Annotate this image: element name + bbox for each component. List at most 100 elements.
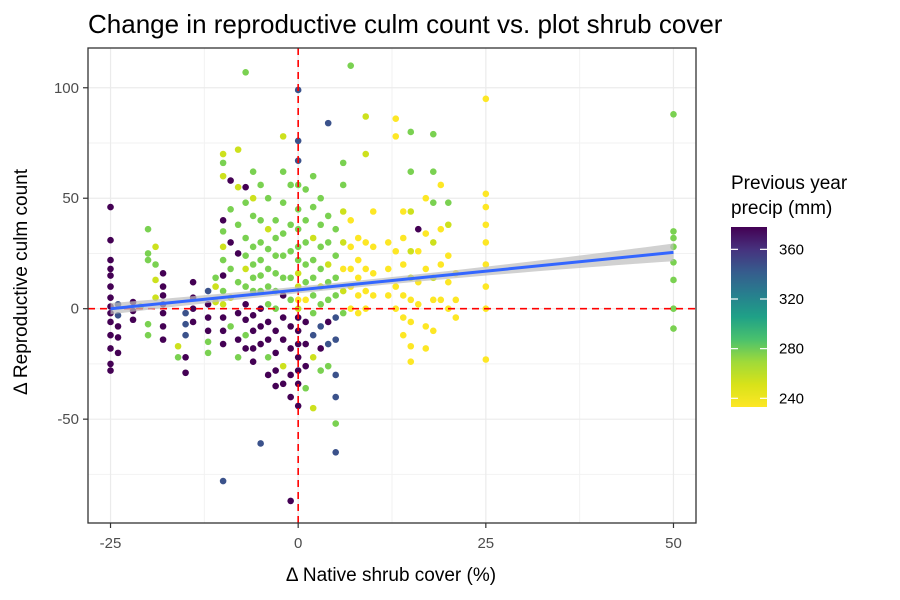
data-point [107, 204, 114, 211]
data-point [332, 292, 339, 299]
data-point [242, 301, 249, 308]
data-point [302, 217, 309, 224]
data-point [115, 334, 122, 341]
data-point [220, 228, 227, 235]
data-point [445, 279, 452, 286]
data-point [265, 301, 272, 308]
data-point [430, 199, 437, 206]
data-point [265, 195, 272, 202]
data-point [280, 274, 287, 281]
data-point [317, 367, 324, 374]
data-point [483, 191, 490, 198]
data-point [107, 237, 114, 244]
data-point [670, 228, 677, 235]
y-tick-label: -50 [57, 411, 79, 428]
data-point [302, 319, 309, 326]
data-point [227, 177, 234, 184]
data-point [347, 266, 354, 273]
data-point [437, 261, 444, 268]
data-point [265, 283, 272, 290]
data-point [317, 266, 324, 273]
data-point [272, 367, 279, 374]
data-point [272, 270, 279, 277]
legend-tick-label: 320 [779, 291, 804, 308]
data-point [107, 272, 114, 279]
data-point [407, 358, 414, 365]
data-point [152, 261, 159, 268]
data-point [340, 160, 347, 167]
data-point [152, 277, 159, 284]
data-point [430, 239, 437, 246]
data-point [272, 235, 279, 242]
data-point [362, 113, 369, 120]
data-point [145, 332, 152, 339]
data-point [235, 279, 242, 286]
data-point [407, 208, 414, 215]
y-axis-title: Δ Reproductive culm count [11, 168, 32, 395]
data-point [265, 336, 272, 343]
data-point [392, 133, 399, 140]
data-point [310, 173, 317, 180]
data-point [407, 297, 414, 304]
data-point [287, 274, 294, 281]
data-point [257, 323, 264, 330]
data-point [422, 266, 429, 273]
data-point [257, 272, 264, 279]
data-point [250, 168, 257, 175]
data-point [670, 277, 677, 284]
data-point [287, 221, 294, 228]
color-legend: Previous year precip (mm) 360320280240 [731, 173, 848, 407]
plot-panel [88, 48, 696, 523]
data-point [317, 195, 324, 202]
data-point [392, 283, 399, 290]
data-point [280, 133, 287, 140]
data-point [220, 478, 227, 485]
data-point [220, 160, 227, 167]
data-point [287, 248, 294, 255]
data-point [310, 405, 317, 412]
data-point [265, 226, 272, 233]
data-point [182, 369, 189, 376]
data-point [370, 292, 377, 299]
data-point [340, 266, 347, 273]
legend-tick-label: 280 [779, 341, 804, 358]
data-point [453, 314, 460, 321]
data-point [220, 173, 227, 180]
data-point [182, 354, 189, 361]
data-point [310, 235, 317, 242]
data-point [392, 248, 399, 255]
data-point [115, 350, 122, 357]
data-point [235, 146, 242, 153]
data-point [325, 319, 332, 326]
data-point [242, 184, 249, 191]
data-point [235, 354, 242, 361]
data-point [287, 372, 294, 379]
data-point [115, 323, 122, 330]
data-point [160, 336, 167, 343]
data-point [355, 310, 362, 317]
data-point [235, 250, 242, 257]
data-point [242, 235, 249, 242]
data-point [272, 252, 279, 259]
data-point [107, 367, 114, 374]
data-point [430, 131, 437, 138]
data-point [107, 361, 114, 368]
data-point [272, 217, 279, 224]
data-point [325, 261, 332, 268]
data-point [280, 199, 287, 206]
data-point [483, 283, 490, 290]
data-point [302, 279, 309, 286]
data-point [220, 257, 227, 264]
data-point [212, 283, 219, 290]
data-point [302, 261, 309, 268]
data-point [145, 257, 152, 264]
x-axis-ticks: -25 0 25 50 [100, 523, 682, 552]
y-tick-label: 0 [71, 301, 79, 318]
data-point [265, 354, 272, 361]
data-point [280, 168, 287, 175]
colorbar [731, 227, 767, 407]
data-point [302, 239, 309, 246]
data-point [385, 266, 392, 273]
data-point [670, 235, 677, 242]
data-point [152, 244, 159, 251]
